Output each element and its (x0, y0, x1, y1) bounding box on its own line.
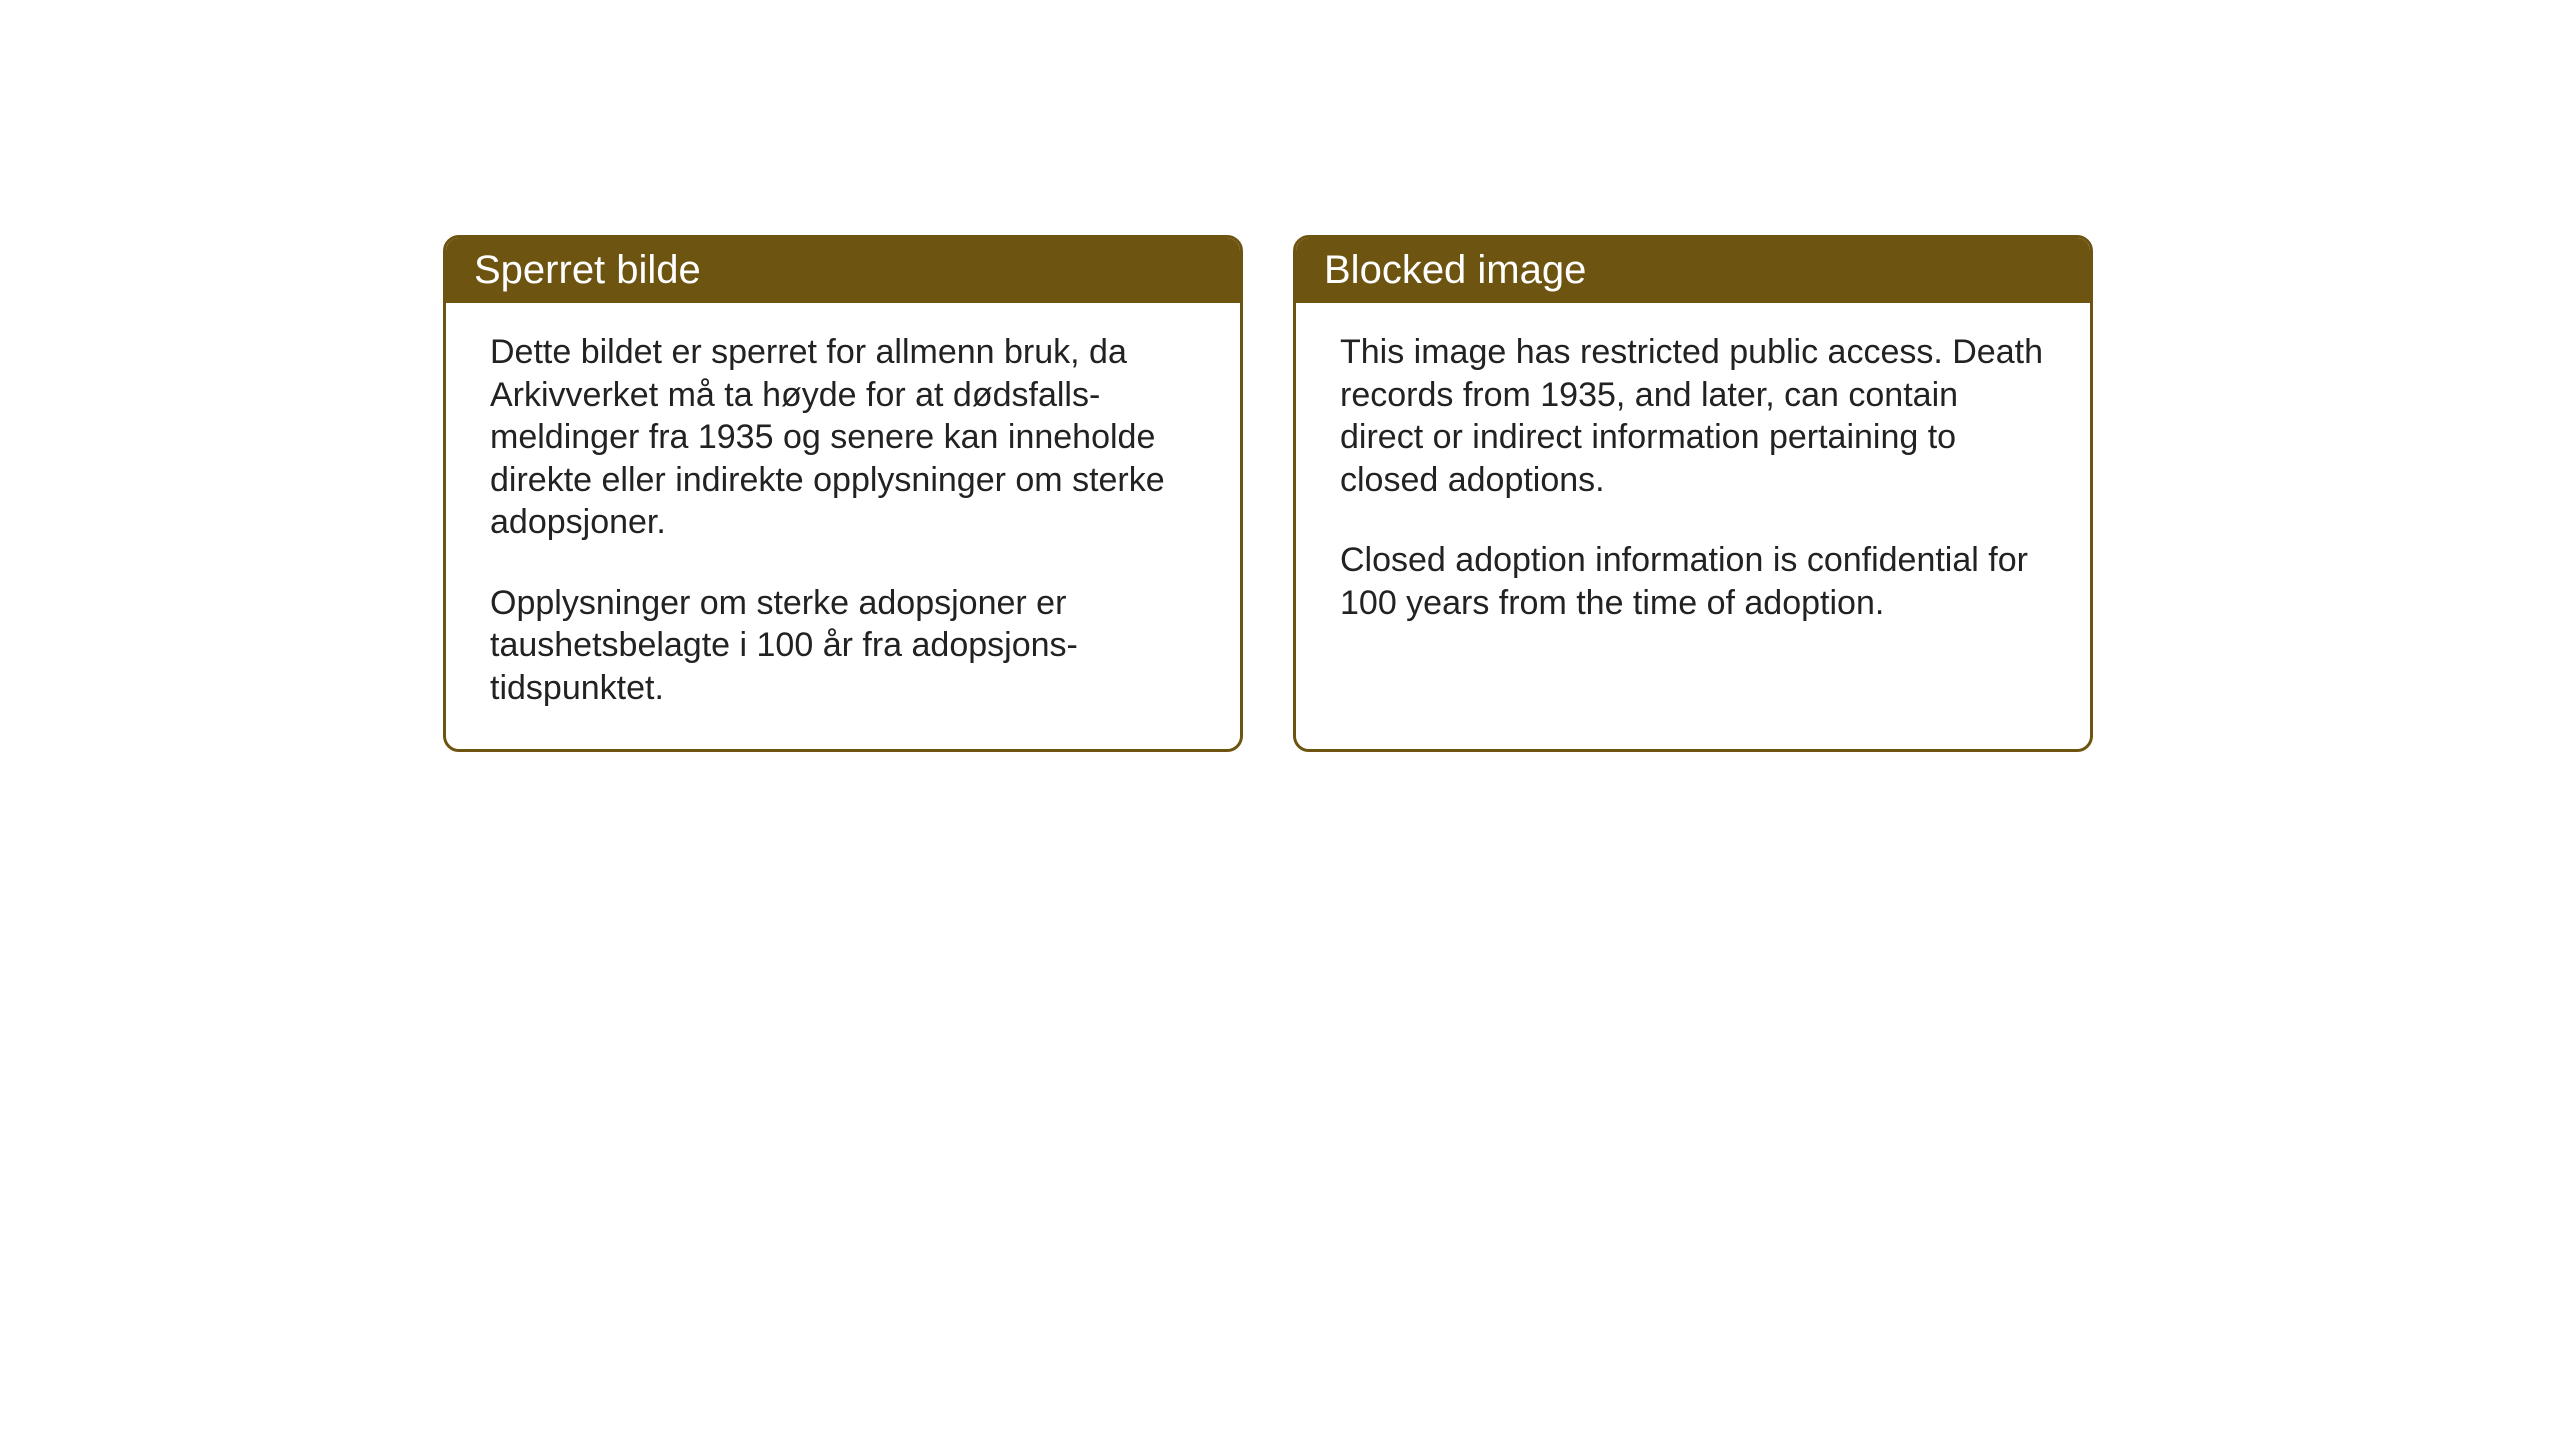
card-paragraph: Closed adoption information is confident… (1340, 539, 2046, 624)
cards-container: Sperret bilde Dette bildet er sperret fo… (0, 0, 2560, 752)
card-paragraph: Opplysninger om sterke adopsjoner er tau… (490, 582, 1196, 710)
card-paragraph: This image has restricted public access.… (1340, 331, 2046, 501)
card-paragraph: Dette bildet er sperret for allmenn bruk… (490, 331, 1196, 544)
card-header-norwegian: Sperret bilde (446, 238, 1240, 303)
card-header-english: Blocked image (1296, 238, 2090, 303)
card-english: Blocked image This image has restricted … (1293, 235, 2093, 752)
card-title: Sperret bilde (474, 248, 701, 292)
card-body-english: This image has restricted public access.… (1296, 303, 2090, 698)
card-title: Blocked image (1324, 248, 1586, 292)
card-body-norwegian: Dette bildet er sperret for allmenn bruk… (446, 303, 1240, 749)
card-norwegian: Sperret bilde Dette bildet er sperret fo… (443, 235, 1243, 752)
